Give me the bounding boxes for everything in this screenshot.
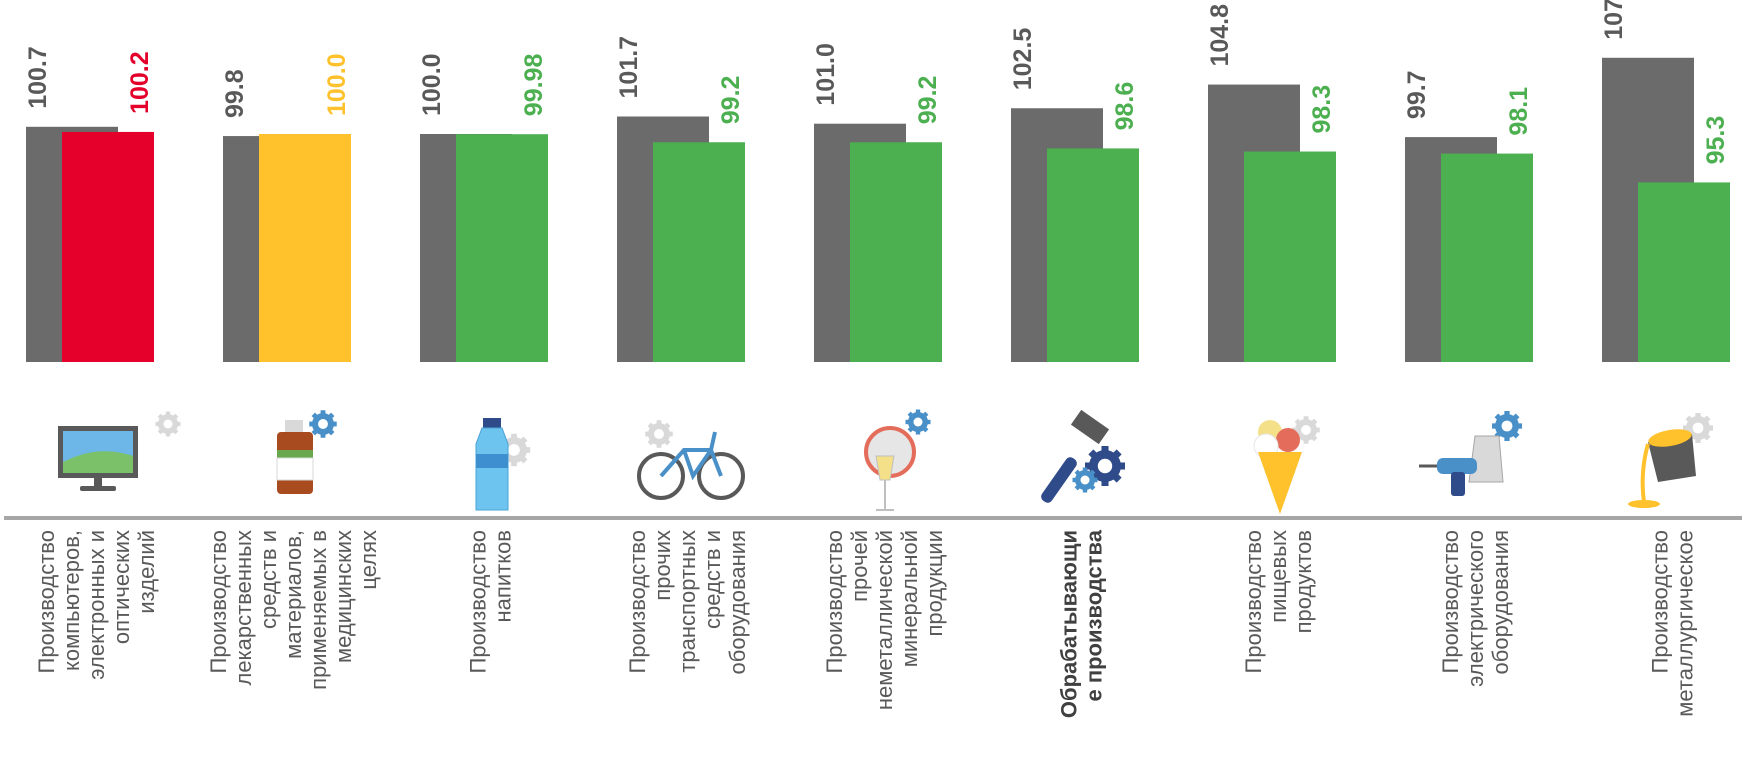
bar-current-5 (1047, 148, 1139, 362)
gear-icon (1292, 416, 1320, 444)
bar-current-1 (259, 134, 351, 362)
value-label-current-5: 98.6 (1111, 82, 1139, 131)
gear-icon (309, 410, 337, 438)
monitor-icon (58, 411, 181, 491)
bar-current-6 (1244, 151, 1336, 362)
value-label-base-7: 99.7 (1403, 70, 1431, 119)
value-label-base-6: 104.8 (1206, 4, 1234, 67)
ice-cream-icon (1253, 416, 1320, 514)
medicine-bottle-icon (276, 410, 337, 494)
category-label-3: Производствопрочихтранспортныхсредств ио… (625, 530, 750, 674)
mirror-glass-icon (864, 409, 931, 511)
value-label-current-7: 98.1 (1505, 87, 1533, 136)
category-label-2: Производствонапитков (466, 530, 516, 673)
hammer-gear-icon (1041, 409, 1125, 503)
value-label-current-8: 95.3 (1702, 116, 1730, 165)
gear-icon (1492, 411, 1522, 441)
value-label-base-3: 101.7 (615, 36, 643, 99)
category-label-1: Производстволекарственныхсредств иматери… (206, 530, 381, 690)
category-label-0: Производствокомпьютеров,электронных иопт… (34, 530, 159, 680)
gear-icon (645, 420, 673, 448)
bars-layer (26, 57, 1730, 363)
bar-current-4 (850, 142, 942, 362)
value-label-current-3: 99.2 (717, 76, 745, 125)
category-label-4: Производствопрочейнеметаллическойминерал… (822, 530, 947, 710)
gear-icon (1085, 446, 1125, 486)
gear-icon (905, 409, 931, 435)
bar-current-0 (62, 131, 154, 362)
water-bottle-icon (475, 418, 531, 511)
bicycle-icon (637, 420, 745, 500)
gear-icon (155, 411, 181, 437)
bar-current-7 (1441, 153, 1533, 362)
category-label-7: Производствоэлектрическогооборудования (1438, 530, 1513, 687)
drill-kettle-icon (1419, 411, 1522, 496)
value-label-current-2: 99.98 (520, 54, 548, 117)
bar-current-2 (456, 134, 548, 362)
value-label-base-1: 99.8 (221, 69, 249, 118)
value-label-base-0: 100.7 (24, 46, 52, 109)
value-label-base-4: 101.0 (812, 43, 840, 106)
value-label-current-1: 100.0 (323, 53, 351, 116)
category-label-5: Обрабатывающие производства (1057, 529, 1107, 718)
icons-layer (58, 409, 1713, 514)
bar-current-3 (653, 142, 745, 362)
bar-current-8 (1638, 182, 1730, 362)
category-label-6: Производствопищевыхпродуктов (1241, 530, 1316, 673)
value-labels-layer: 100.7 100.2 99.8 100.0 100.0 99.98 101.7 99.2 10… (24, 0, 1730, 164)
value-label-current-6: 98.3 (1308, 85, 1336, 134)
metal-ladle-icon (1628, 413, 1713, 508)
value-label-current-0: 100.2 (126, 51, 154, 114)
category-labels-layer: Производствокомпьютеров,электронных иопт… (34, 529, 1698, 718)
value-label-base-5: 102.5 (1009, 28, 1037, 91)
category-label-8: Производствометаллургическое (1648, 530, 1698, 717)
value-label-current-4: 99.2 (914, 76, 942, 125)
value-label-base-8: 107.4 (1600, 0, 1628, 40)
value-label-base-2: 100.0 (418, 53, 446, 116)
gear-icon (1072, 467, 1098, 493)
